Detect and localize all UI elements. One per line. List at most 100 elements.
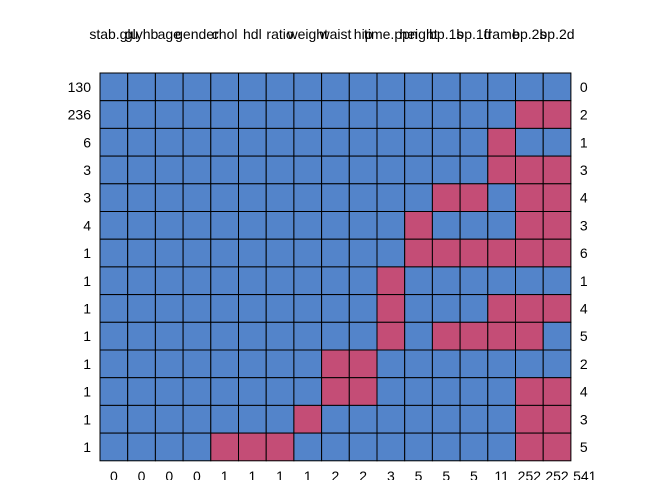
cell-observed: [182, 238, 212, 268]
cell-observed: [404, 321, 433, 351]
cell-observed: [293, 432, 323, 462]
cell-observed: [238, 183, 267, 213]
cell-observed: [404, 404, 433, 434]
cell-observed: [238, 377, 267, 406]
column-missing-count-label: 5: [470, 468, 478, 480]
cell-observed: [348, 155, 378, 185]
cell-observed: [265, 266, 295, 296]
cell-observed: [238, 238, 267, 268]
row-missing-count-label: 1: [580, 134, 588, 150]
cell-observed: [487, 432, 516, 462]
cell-observed: [99, 266, 129, 296]
column-missing-count-label: 5: [442, 468, 450, 480]
cell-missing: [238, 432, 267, 462]
cell-observed: [99, 127, 129, 157]
cell-observed: [265, 100, 295, 129]
cell-observed: [515, 127, 544, 157]
cell-observed: [542, 72, 572, 102]
cell-observed: [348, 183, 378, 213]
cell-observed: [321, 266, 350, 296]
cell-observed: [542, 321, 572, 351]
cell-observed: [348, 127, 378, 157]
column-label: bp.2s: [512, 26, 546, 42]
cell-observed: [154, 377, 184, 406]
cell-observed: [321, 127, 350, 157]
cell-observed: [376, 238, 406, 268]
column-label: gender: [175, 26, 219, 42]
cell-observed: [348, 266, 378, 296]
column-missing-count-label: 541: [573, 468, 597, 480]
cell-observed: [293, 211, 323, 240]
cell-observed: [431, 155, 461, 185]
cell-missing: [487, 321, 516, 351]
cell-observed: [404, 377, 433, 406]
cell-observed: [321, 321, 350, 351]
cell-observed: [293, 349, 323, 379]
cell-observed: [293, 100, 323, 129]
cell-missing: [404, 211, 433, 240]
cell-observed: [404, 72, 433, 102]
column-label: age: [158, 26, 182, 42]
cell-observed: [404, 432, 433, 462]
cell-observed: [154, 294, 184, 323]
cell-observed: [431, 404, 461, 434]
cell-observed: [127, 377, 156, 406]
cell-observed: [459, 266, 489, 296]
cell-observed: [210, 404, 240, 434]
row-missing-count-label: 3: [580, 411, 588, 427]
column-missing-count-label: 11: [494, 468, 509, 480]
row-frequency-label: 1: [83, 245, 91, 261]
column-label: hip: [354, 26, 373, 42]
cell-observed: [265, 321, 295, 351]
cell-missing: [487, 127, 516, 157]
cell-missing: [542, 377, 572, 406]
cell-observed: [293, 183, 323, 213]
column-label: bp.2d: [540, 26, 575, 42]
cell-observed: [376, 404, 406, 434]
cell-observed: [210, 377, 240, 406]
cell-observed: [376, 211, 406, 240]
column-label: bp.1s: [429, 26, 463, 42]
cell-observed: [376, 377, 406, 406]
cell-observed: [154, 100, 184, 129]
cell-observed: [154, 127, 184, 157]
cell-missing: [542, 432, 572, 462]
cell-observed: [210, 349, 240, 379]
cell-observed: [348, 72, 378, 102]
cell-observed: [182, 183, 212, 213]
column-label: height: [399, 26, 437, 42]
column-missing-count-label: 1: [304, 468, 312, 480]
row-frequency-label: 130: [68, 79, 92, 95]
cell-observed: [210, 211, 240, 240]
cell-observed: [459, 404, 489, 434]
cell-observed: [348, 294, 378, 323]
cell-observed: [210, 183, 240, 213]
cell-observed: [293, 72, 323, 102]
cell-observed: [182, 211, 212, 240]
column-missing-count-label: 0: [110, 468, 118, 480]
cell-observed: [127, 100, 156, 129]
cell-observed: [154, 404, 184, 434]
column-label: hdl: [243, 26, 262, 42]
cell-observed: [127, 127, 156, 157]
cell-observed: [182, 294, 212, 323]
cell-observed: [265, 72, 295, 102]
row-frequency-label: 1: [83, 439, 91, 455]
cell-observed: [293, 377, 323, 406]
row-missing-count-label: 5: [580, 439, 588, 455]
cell-observed: [459, 100, 489, 129]
cell-observed: [404, 183, 433, 213]
cell-observed: [487, 377, 516, 406]
cell-observed: [182, 266, 212, 296]
row-missing-count-label: 1: [580, 273, 588, 289]
cell-observed: [515, 72, 544, 102]
row-frequency-label: 6: [83, 134, 91, 150]
cell-observed: [210, 321, 240, 351]
column-label: waist: [318, 26, 351, 42]
cell-observed: [348, 404, 378, 434]
cell-observed: [431, 211, 461, 240]
cell-observed: [238, 100, 267, 129]
cell-observed: [376, 155, 406, 185]
cell-missing: [542, 100, 572, 129]
cell-observed: [542, 127, 572, 157]
